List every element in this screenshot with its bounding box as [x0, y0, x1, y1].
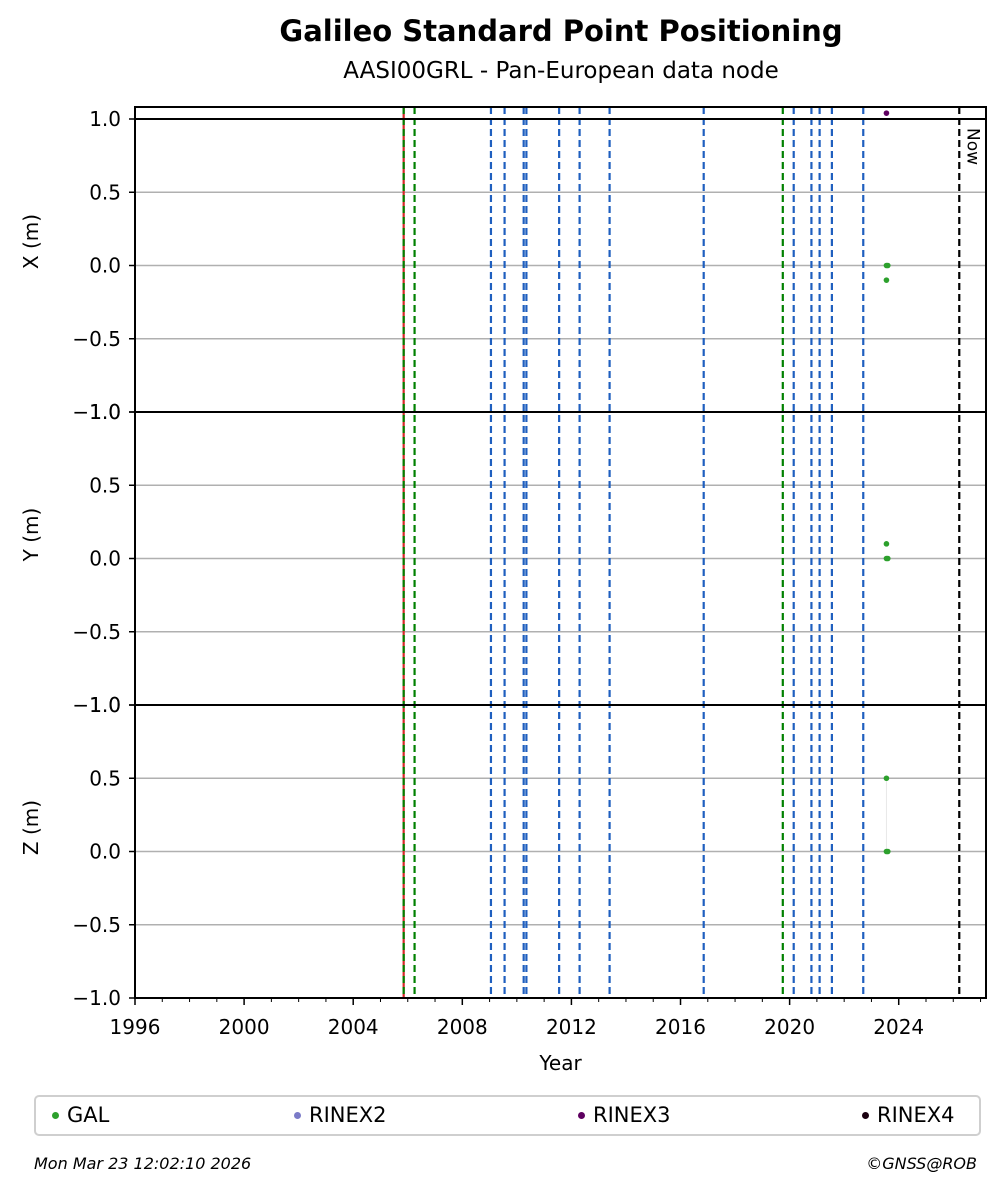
y-tick-label: −0.5 [72, 913, 121, 937]
x-tick-label: 2020 [764, 1015, 815, 1039]
legend-marker-rinex2 [294, 1111, 301, 1119]
x-tick-label: 2012 [546, 1015, 597, 1039]
y-tick-label: 1.0 [89, 693, 121, 717]
data-point-gal [885, 848, 891, 855]
x-tick-label: 1996 [110, 1015, 161, 1039]
data-point-gal [883, 541, 890, 547]
x-tick-label: 2008 [437, 1015, 488, 1039]
y-tick-label: −0.5 [72, 620, 121, 644]
x-tick-label: 2004 [328, 1015, 379, 1039]
footer-copyright: ©GNSS@ROB [866, 1154, 977, 1173]
y-tick-label: 0.5 [89, 473, 121, 497]
y-tick-label: −0.5 [72, 327, 121, 351]
y-tick-label: 0.5 [89, 180, 121, 204]
y-axis-label: Y (m) [19, 508, 43, 563]
y-tick-label: 0.0 [89, 840, 121, 864]
footer-timestamp: Mon Mar 23 12:02:10 2026 [34, 1154, 252, 1173]
y-axis-label: Z (m) [19, 800, 43, 855]
y-axis-label: X (m) [19, 214, 43, 269]
legend-label-rinex2: RINEX2 [309, 1103, 387, 1127]
x-tick-label: 2000 [219, 1015, 270, 1039]
y-tick-label: −1.0 [72, 400, 121, 424]
legend-item-rinex3: RINEX3 [578, 1103, 671, 1127]
data-point-gal [885, 555, 891, 562]
legend-item-gal: GAL [52, 1103, 109, 1127]
y-tick-label: 0.0 [89, 254, 121, 278]
x-tick-label: 2016 [655, 1015, 706, 1039]
legend-item-rinex2: RINEX2 [294, 1103, 387, 1127]
y-tick-label: 1.0 [89, 400, 121, 424]
x-axis-label: Year [538, 1051, 582, 1075]
chart-canvas: Now −1.0 −0.5 0.0 0.5 1.0 X (m) −1.0 −0.5 0.0 0.5 1… [19, 106, 987, 1075]
y-tick-label: 0.5 [89, 766, 121, 790]
y-tick-label: 0.0 [89, 547, 121, 571]
x-tick-label: 2024 [873, 1015, 924, 1039]
legend-marker-rinex3 [578, 1111, 585, 1119]
event-label-now: Now [962, 128, 982, 165]
plot-frame [134, 106, 987, 999]
y-tick-label: 1.0 [89, 107, 121, 131]
legend-item-rinex4: RINEX4 [862, 1103, 955, 1127]
chart-subtitle: AASI00GRL - Pan-European data node [343, 58, 779, 84]
legend: GAL RINEX2 RINEX3 RINEX4 [34, 1095, 981, 1136]
legend-label-gal: GAL [67, 1103, 110, 1127]
legend-label-rinex4: RINEX4 [877, 1103, 955, 1127]
y-tick-label: −1.0 [72, 986, 121, 1010]
data-point-gal [883, 277, 890, 283]
y-tick-label: −1.0 [72, 693, 121, 717]
legend-label-rinex3: RINEX3 [593, 1103, 671, 1127]
data-point-gal [885, 262, 891, 269]
legend-marker-rinex4 [862, 1111, 869, 1119]
legend-marker-gal [52, 1111, 59, 1119]
data-point-gal [883, 775, 890, 782]
chart-title: Galileo Standard Point Positioning [279, 14, 843, 48]
data-point-rinex3 [883, 110, 890, 116]
